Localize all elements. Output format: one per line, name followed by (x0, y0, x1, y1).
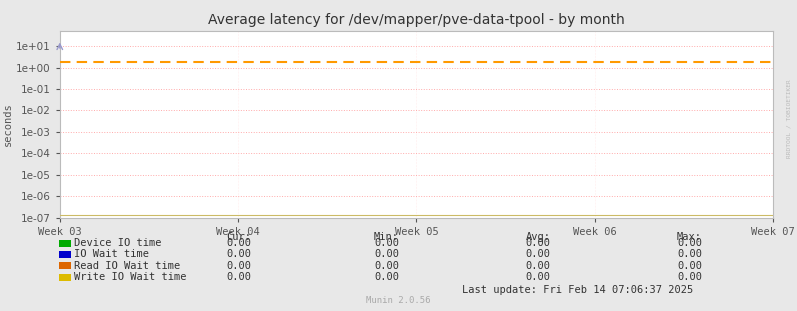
Title: Average latency for /dev/mapper/pve-data-tpool - by month: Average latency for /dev/mapper/pve-data… (208, 13, 625, 27)
Text: 0.00: 0.00 (374, 249, 399, 259)
Text: IO Wait time: IO Wait time (74, 249, 149, 259)
Text: 0.00: 0.00 (525, 272, 551, 282)
Text: 0.00: 0.00 (677, 261, 702, 271)
Text: Max:: Max: (677, 232, 702, 242)
Text: 0.00: 0.00 (677, 272, 702, 282)
Text: Device IO time: Device IO time (74, 238, 162, 248)
Text: 0.00: 0.00 (226, 261, 252, 271)
Text: Cur:: Cur: (226, 232, 252, 242)
Y-axis label: seconds: seconds (3, 103, 14, 146)
Text: 0.00: 0.00 (677, 249, 702, 259)
Text: Last update: Fri Feb 14 07:06:37 2025: Last update: Fri Feb 14 07:06:37 2025 (462, 285, 693, 295)
Text: 0.00: 0.00 (525, 261, 551, 271)
Text: 0.00: 0.00 (226, 238, 252, 248)
Text: 0.00: 0.00 (226, 249, 252, 259)
Text: Write IO Wait time: Write IO Wait time (74, 272, 186, 282)
Text: 0.00: 0.00 (374, 238, 399, 248)
Text: 0.00: 0.00 (525, 238, 551, 248)
Text: Munin 2.0.56: Munin 2.0.56 (367, 296, 430, 305)
Text: 0.00: 0.00 (226, 272, 252, 282)
Text: Avg:: Avg: (525, 232, 551, 242)
Text: Min:: Min: (374, 232, 399, 242)
Text: 0.00: 0.00 (525, 249, 551, 259)
Text: RRDTOOL / TOBIOETIKER: RRDTOOL / TOBIOETIKER (787, 79, 791, 158)
Text: 0.00: 0.00 (374, 261, 399, 271)
Text: 0.00: 0.00 (374, 272, 399, 282)
Text: 0.00: 0.00 (677, 238, 702, 248)
Text: Read IO Wait time: Read IO Wait time (74, 261, 180, 271)
